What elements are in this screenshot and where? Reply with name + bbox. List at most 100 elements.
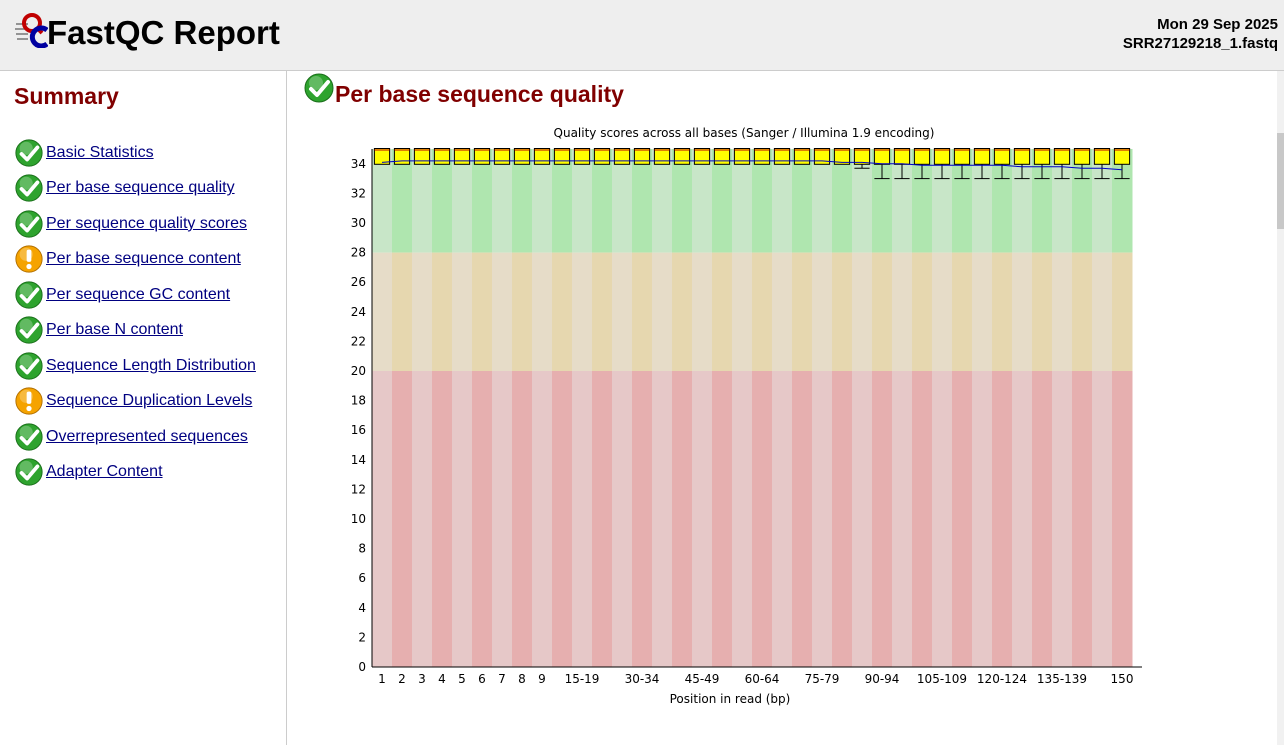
x-tick-label: 15-19 [565, 672, 600, 686]
x-tick-label: 45-49 [685, 672, 720, 686]
zone-band-good [572, 149, 593, 253]
quality-box [373, 148, 391, 165]
zone-band-poor [752, 371, 773, 667]
zone-band-poor [632, 371, 653, 667]
zone-band-poor [372, 371, 393, 667]
sidebar-item-link[interactable]: Per sequence quality scores [46, 214, 247, 232]
zone-band-poor [792, 371, 813, 667]
sidebar-item[interactable]: Adapter Content [14, 455, 256, 491]
y-tick-label: 10 [351, 512, 366, 526]
pass-icon [14, 457, 44, 487]
quality-box [653, 148, 671, 165]
zone-band-good [772, 149, 793, 253]
x-tick-label: 3 [418, 672, 426, 686]
sidebar-item-link[interactable]: Per base N content [46, 321, 183, 339]
zone-band-poor [492, 371, 513, 667]
scrollbar-thumb[interactable] [1277, 133, 1284, 229]
zone-band-good [652, 149, 673, 253]
zone-band-warning [652, 252, 673, 371]
x-axis-label: Position in read (bp) [670, 692, 791, 706]
sidebar-item-link[interactable]: Sequence Length Distribution [46, 356, 256, 374]
zone-band-poor [1112, 371, 1133, 667]
sidebar-item-link[interactable]: Per sequence GC content [46, 285, 231, 303]
vertical-scrollbar[interactable] [1277, 71, 1284, 745]
sidebar-item-link[interactable]: Per base sequence content [46, 250, 241, 268]
zone-band-poor [412, 371, 433, 667]
chart-title: Quality scores across all bases (Sanger … [554, 126, 935, 140]
quality-box [433, 148, 451, 165]
x-tick-label: 105-109 [917, 672, 967, 686]
sidebar-item-link[interactable]: Basic Statistics [46, 143, 154, 161]
sidebar-item[interactable]: Sequence Duplication Levels [14, 384, 256, 420]
zone-band-poor [392, 371, 413, 667]
sidebar-item-link[interactable]: Adapter Content [46, 463, 163, 481]
pass-icon [14, 422, 44, 452]
warning-icon [14, 386, 44, 416]
zone-band-poor [732, 371, 753, 667]
sidebar-item-link[interactable]: Overrepresented sequences [46, 427, 248, 445]
zone-band-poor [1092, 371, 1113, 667]
report-meta: Mon 29 Sep 2025 SRR27129218_1.fastq [1123, 15, 1278, 53]
quality-box [1053, 148, 1071, 165]
y-tick-label: 24 [351, 305, 366, 319]
quality-box [953, 148, 971, 165]
zone-band-poor [1012, 371, 1033, 667]
zone-band-good [412, 149, 433, 253]
sidebar-item[interactable]: Per base sequence content [14, 242, 256, 278]
y-tick-label: 16 [351, 423, 366, 437]
zone-band-poor [872, 371, 893, 667]
quality-box [933, 148, 951, 165]
zone-band-poor [592, 371, 613, 667]
zone-band-warning [912, 252, 933, 371]
zone-band-good [632, 149, 653, 253]
main-content: Per base sequence quality Quality scores… [287, 71, 1277, 745]
sidebar-item[interactable]: Per sequence GC content [14, 277, 256, 313]
sidebar-item-link[interactable]: Per base sequence quality [46, 179, 235, 197]
zone-band-poor [1072, 371, 1093, 667]
sidebar-item[interactable]: Per sequence quality scores [14, 206, 256, 242]
quality-box [613, 148, 631, 165]
quality-box [1073, 148, 1091, 165]
quality-box [713, 148, 731, 165]
zone-band-warning [892, 252, 913, 371]
x-tick-label: 120-124 [977, 672, 1027, 686]
zone-band-good [972, 149, 993, 253]
zone-band-warning [932, 252, 953, 371]
zone-band-good [612, 149, 633, 253]
zone-band-good [472, 149, 493, 253]
sidebar-item[interactable]: Per base sequence quality [14, 171, 256, 207]
zone-band-poor [552, 371, 573, 667]
zone-band-warning [532, 252, 553, 371]
sidebar-item[interactable]: Overrepresented sequences [14, 419, 256, 455]
zone-band-poor [1032, 371, 1053, 667]
zone-band-warning [692, 252, 713, 371]
summary-title: Summary [14, 83, 119, 109]
quality-box [1113, 148, 1131, 165]
zone-band-good [872, 149, 893, 253]
zone-band-good [992, 149, 1013, 253]
x-tick-label: 5 [458, 672, 466, 686]
zone-band-warning [1112, 252, 1133, 371]
sidebar-item[interactable]: Per base N content [14, 313, 256, 349]
y-tick-label: 18 [351, 394, 366, 408]
zone-band-warning [432, 252, 453, 371]
zone-band-warning [572, 252, 593, 371]
zone-band-good [492, 149, 513, 253]
zone-band-poor [952, 371, 973, 667]
x-tick-label: 7 [498, 672, 506, 686]
quality-box [813, 148, 831, 165]
zone-band-warning [992, 252, 1013, 371]
zone-band-good [1012, 149, 1033, 253]
pass-icon [303, 72, 335, 104]
zone-band-warning [832, 252, 853, 371]
quality-box [473, 148, 491, 165]
sidebar-item-link[interactable]: Sequence Duplication Levels [46, 392, 253, 410]
y-tick-label: 8 [358, 542, 366, 556]
zone-band-good [952, 149, 973, 253]
quality-box [893, 148, 911, 165]
x-tick-label: 9 [538, 672, 546, 686]
sidebar-item[interactable]: Basic Statistics [14, 135, 256, 171]
zone-band-warning [372, 252, 393, 371]
mean-line [381, 160, 1123, 171]
sidebar-item[interactable]: Sequence Length Distribution [14, 348, 256, 384]
